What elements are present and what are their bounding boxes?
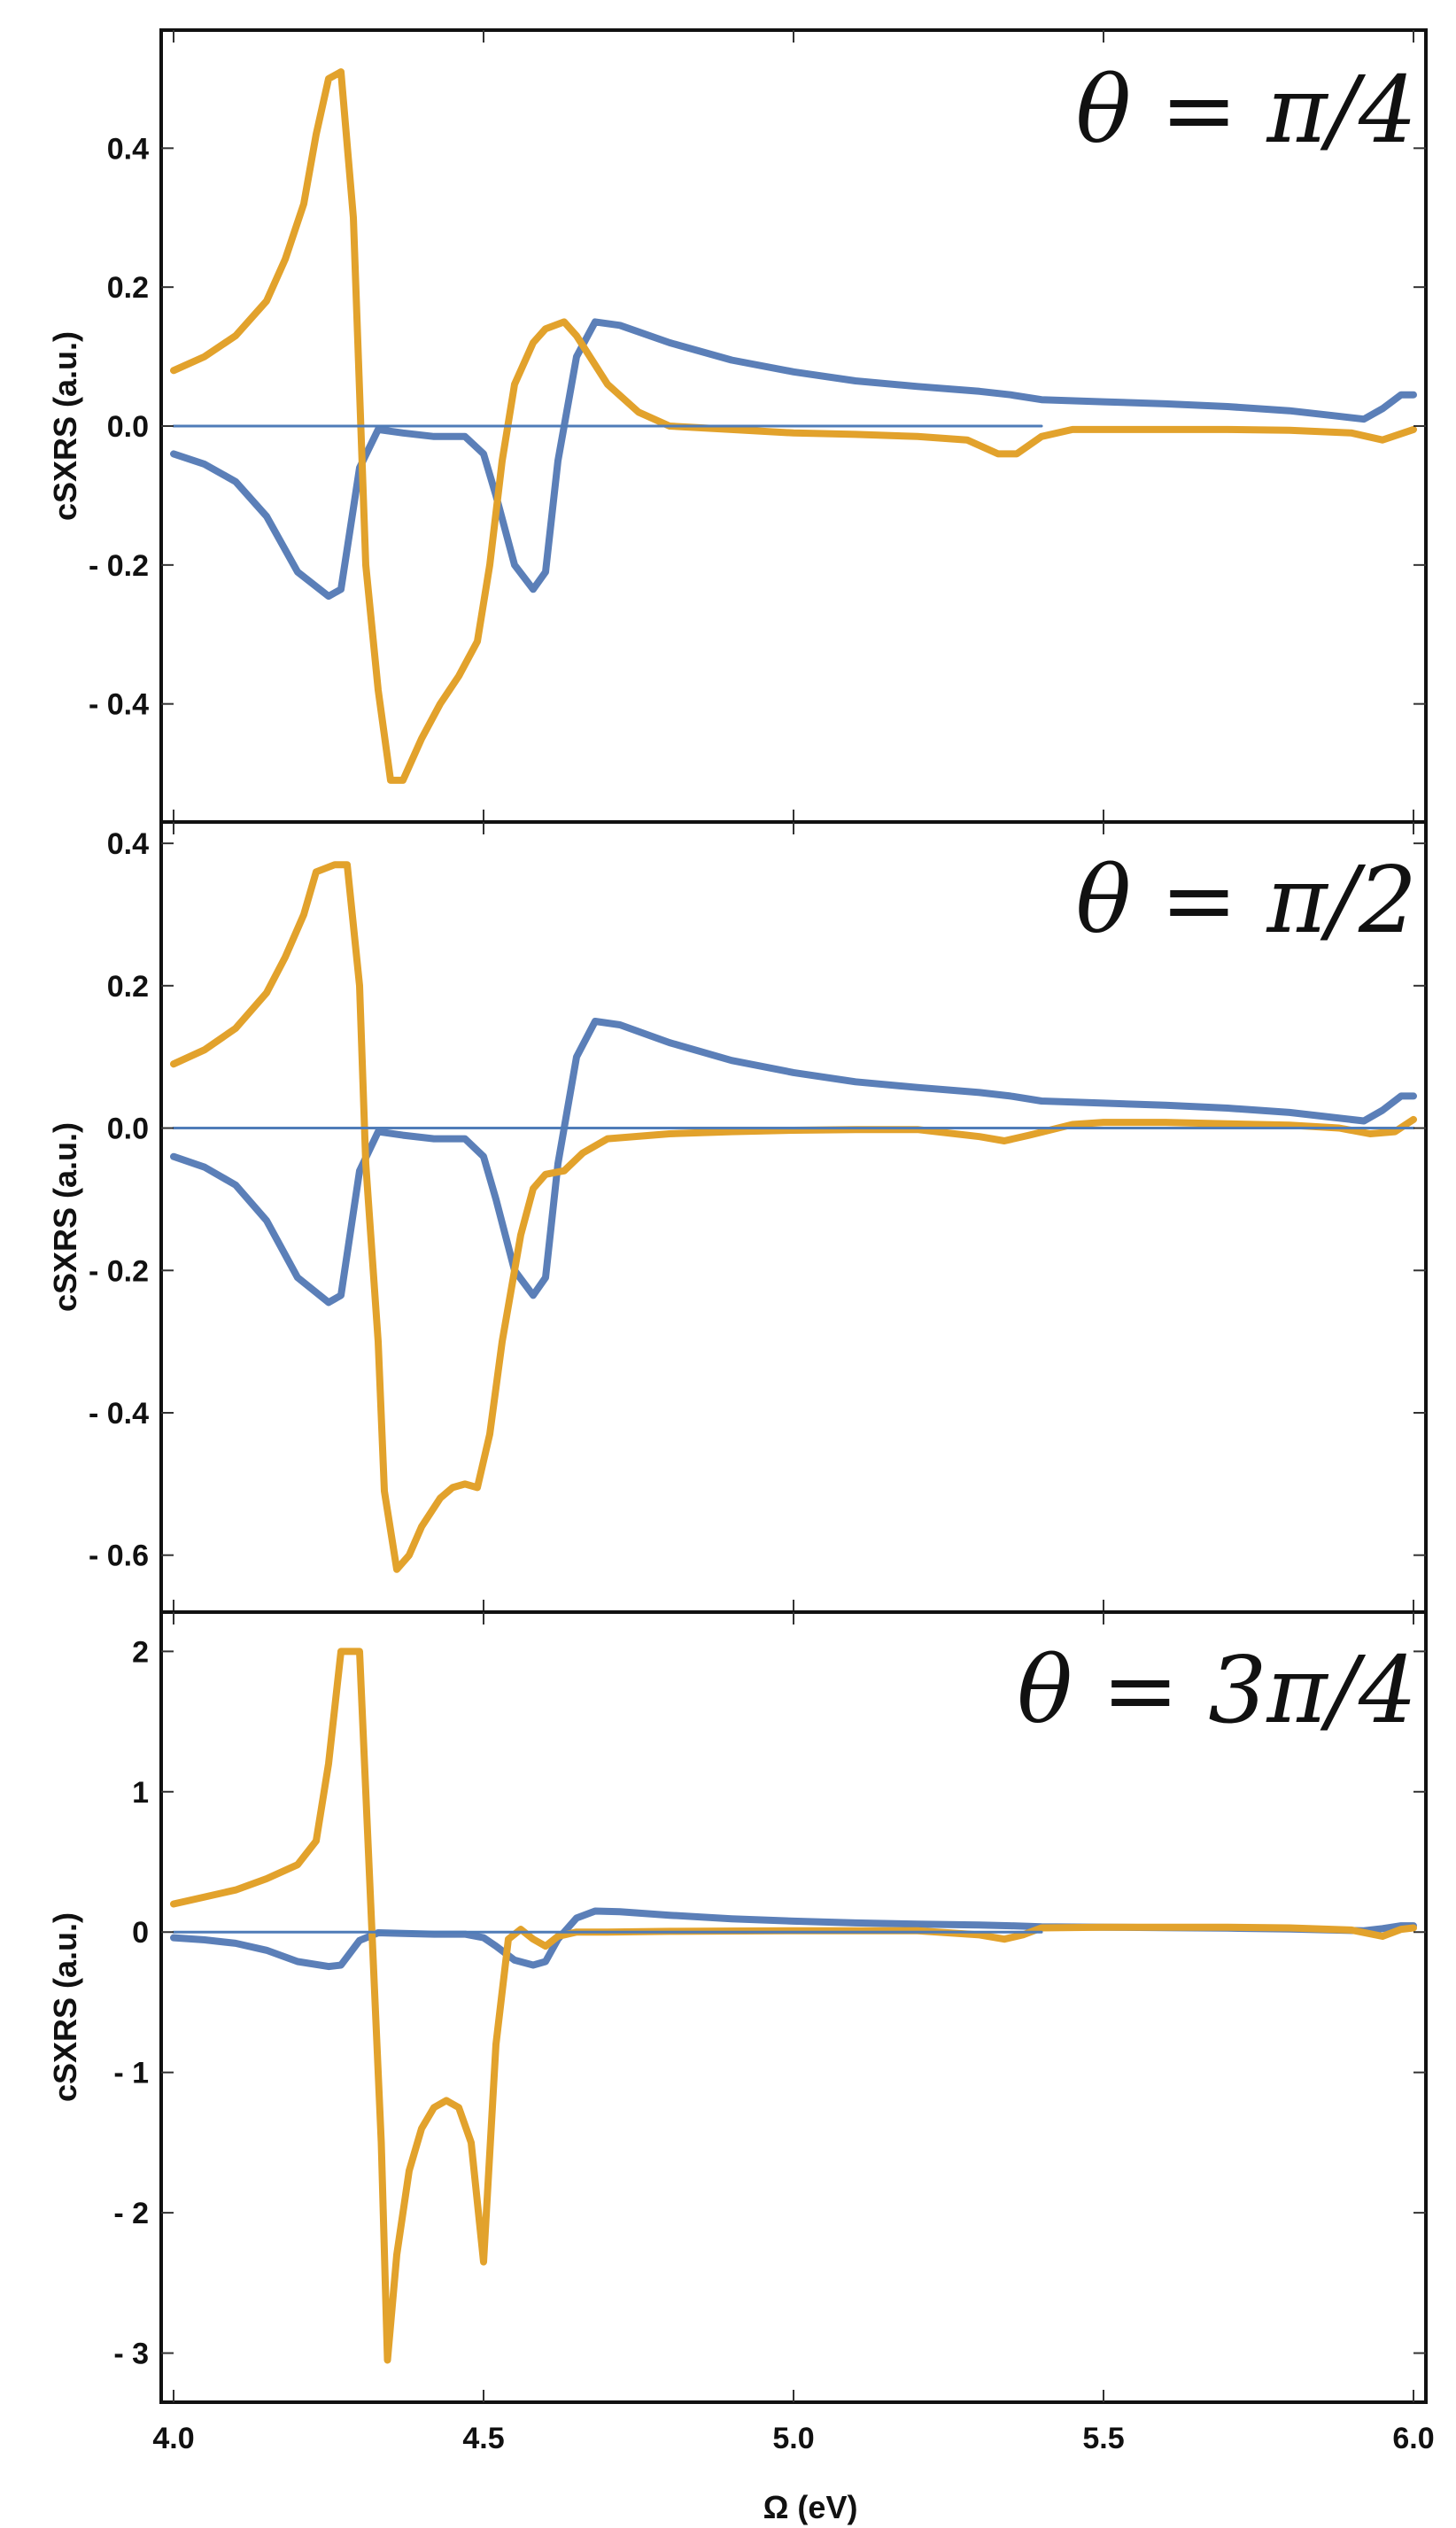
- chart-panel-1: - 0.4 - 0.2 0.0 0.2 0.4 cSXRS (a.u.) θ = π/4: [47, 28, 1428, 824]
- y-tick-label: - 0.4: [89, 1397, 149, 1431]
- x-tick-label: 4.0: [152, 2422, 194, 2455]
- theta-annotation: θ = 3π/4: [1017, 1636, 1417, 1744]
- y-tick-label: - 1: [113, 2057, 149, 2090]
- y-tick-label: 0.4: [107, 827, 149, 861]
- y-tick-label: - 0.2: [89, 549, 149, 583]
- y-tick-label: - 0.4: [89, 688, 149, 722]
- x-tick-label: 4.5: [462, 2422, 504, 2455]
- chart-panel-3: - 3 - 2 - 1 0 1 2 4.0 4.5 5.0 5.5 6.0 cSXRS (a.u.) θ…: [47, 1610, 1435, 2455]
- x-tick-label: 6.0: [1392, 2422, 1434, 2455]
- y-axis-title: cSXRS (a.u.): [47, 1912, 83, 2102]
- y-tick-label: - 3: [113, 2338, 149, 2371]
- series-line-2: [170, 1648, 1417, 2364]
- y-tick-label: - 0.2: [89, 1254, 149, 1288]
- x-tick-label: 5.5: [1082, 2422, 1124, 2455]
- y-tick-label: 2: [132, 1635, 149, 1669]
- x-tick-label: 5.0: [772, 2422, 814, 2455]
- series-line-2: [170, 861, 1417, 1573]
- y-tick-label: 0.4: [107, 132, 149, 166]
- y-tick-label: 0.0: [107, 410, 149, 444]
- theta-annotation: θ = π/4: [1076, 56, 1417, 164]
- y-tick-label: 0.2: [107, 271, 149, 305]
- y-axis-title: cSXRS (a.u.): [47, 331, 83, 521]
- theta-annotation: θ = π/2: [1076, 846, 1417, 954]
- chart-panel-2: - 0.6 - 0.4 - 0.2 0.0 0.2 0.4 cSXRS (a.u.) θ = …: [47, 820, 1428, 1614]
- series-line-1: [170, 318, 1417, 601]
- y-tick-label: 0.0: [107, 1113, 149, 1146]
- y-tick-label: - 0.6: [89, 1539, 149, 1573]
- series-line-1: [170, 1907, 1417, 1971]
- y-tick-label: 1: [132, 1776, 149, 1810]
- y-axis-title: cSXRS (a.u.): [47, 1122, 83, 1312]
- y-tick-label: 0: [132, 1916, 149, 1950]
- x-axis-title: Ω (eV): [763, 2489, 858, 2525]
- series-line-1: [170, 1018, 1417, 1307]
- y-tick-label: 0.2: [107, 970, 149, 1004]
- series-line-2: [170, 68, 1417, 784]
- y-tick-label: - 2: [113, 2197, 149, 2230]
